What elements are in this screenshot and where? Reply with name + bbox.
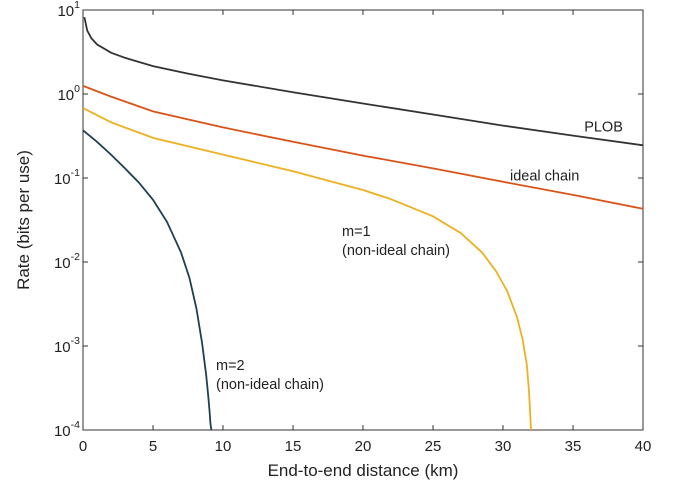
curve-label-4: m=2 [216,358,245,374]
data-series [82,17,644,431]
x-tick-label: 30 [495,438,512,455]
x-tick-label: 15 [285,438,302,455]
y-tick-label: 10-3 [54,335,80,356]
curve-annotations: PLOB ideal chain m=1 (non-ideal chain) m=2 (n… [216,119,623,393]
y-tick-label: 10-4 [54,419,80,440]
x-axis-label: End-to-end distance (km) [268,461,459,480]
plot-area [82,9,644,431]
series-line-1 [83,17,644,147]
x-tick-label: 0 [79,438,87,455]
series-line-2 [82,85,644,210]
x-tick-label: 40 [635,438,652,455]
x-tick-label: 35 [565,438,582,455]
y-axis-label: Rate (bits per use) [14,150,33,290]
y-tick-label: 10-1 [54,167,80,188]
x-tick-label: 10 [215,438,232,455]
curve-label-4: (non-ideal chain) [216,377,324,393]
y-tick-label: 10-2 [54,251,80,272]
series-line-3 [82,107,532,431]
series-line-4 [82,129,213,431]
x-tick-label: 25 [425,438,442,455]
x-tick-label: 5 [149,438,157,455]
y-tick-label: 100 [57,83,80,104]
axis-ticks: 0 5 10 15 20 25 30 35 40 10-4 10-3 10-2 10-1 100 101 [54,0,651,455]
x-tick-label: 20 [355,438,372,455]
curve-label-2: ideal chain [510,168,579,184]
y-tick-label: 101 [57,0,80,20]
curve-label-1: PLOB [584,119,623,135]
curve-label-3: m=1 [342,224,371,240]
curve-label-3: (non-ideal chain) [342,243,450,259]
